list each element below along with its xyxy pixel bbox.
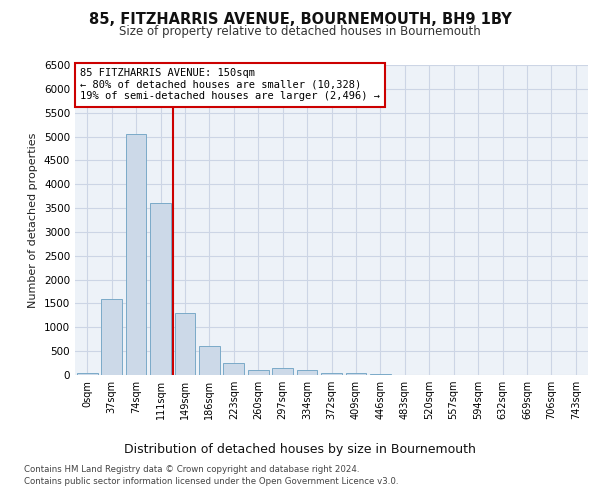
Bar	[77, 372, 98, 375]
Bar	[175, 313, 196, 375]
Text: Contains HM Land Registry data © Crown copyright and database right 2024.: Contains HM Land Registry data © Crown c…	[24, 466, 359, 474]
Bar	[199, 346, 220, 375]
Text: Size of property relative to detached houses in Bournemouth: Size of property relative to detached ho…	[119, 25, 481, 38]
Text: 85, FITZHARRIS AVENUE, BOURNEMOUTH, BH9 1BY: 85, FITZHARRIS AVENUE, BOURNEMOUTH, BH9 …	[89, 12, 511, 28]
Text: 85 FITZHARRIS AVENUE: 150sqm
← 80% of detached houses are smaller (10,328)
19% o: 85 FITZHARRIS AVENUE: 150sqm ← 80% of de…	[80, 68, 380, 102]
Bar	[370, 374, 391, 375]
Bar	[272, 368, 293, 375]
Bar	[296, 370, 317, 375]
Bar	[125, 134, 146, 375]
Bar	[248, 370, 269, 375]
Bar	[150, 204, 171, 375]
Bar	[321, 372, 342, 375]
Text: Distribution of detached houses by size in Bournemouth: Distribution of detached houses by size …	[124, 442, 476, 456]
Bar	[101, 298, 122, 375]
Bar	[346, 372, 367, 375]
Bar	[223, 363, 244, 375]
Y-axis label: Number of detached properties: Number of detached properties	[28, 132, 38, 308]
Text: Contains public sector information licensed under the Open Government Licence v3: Contains public sector information licen…	[24, 476, 398, 486]
